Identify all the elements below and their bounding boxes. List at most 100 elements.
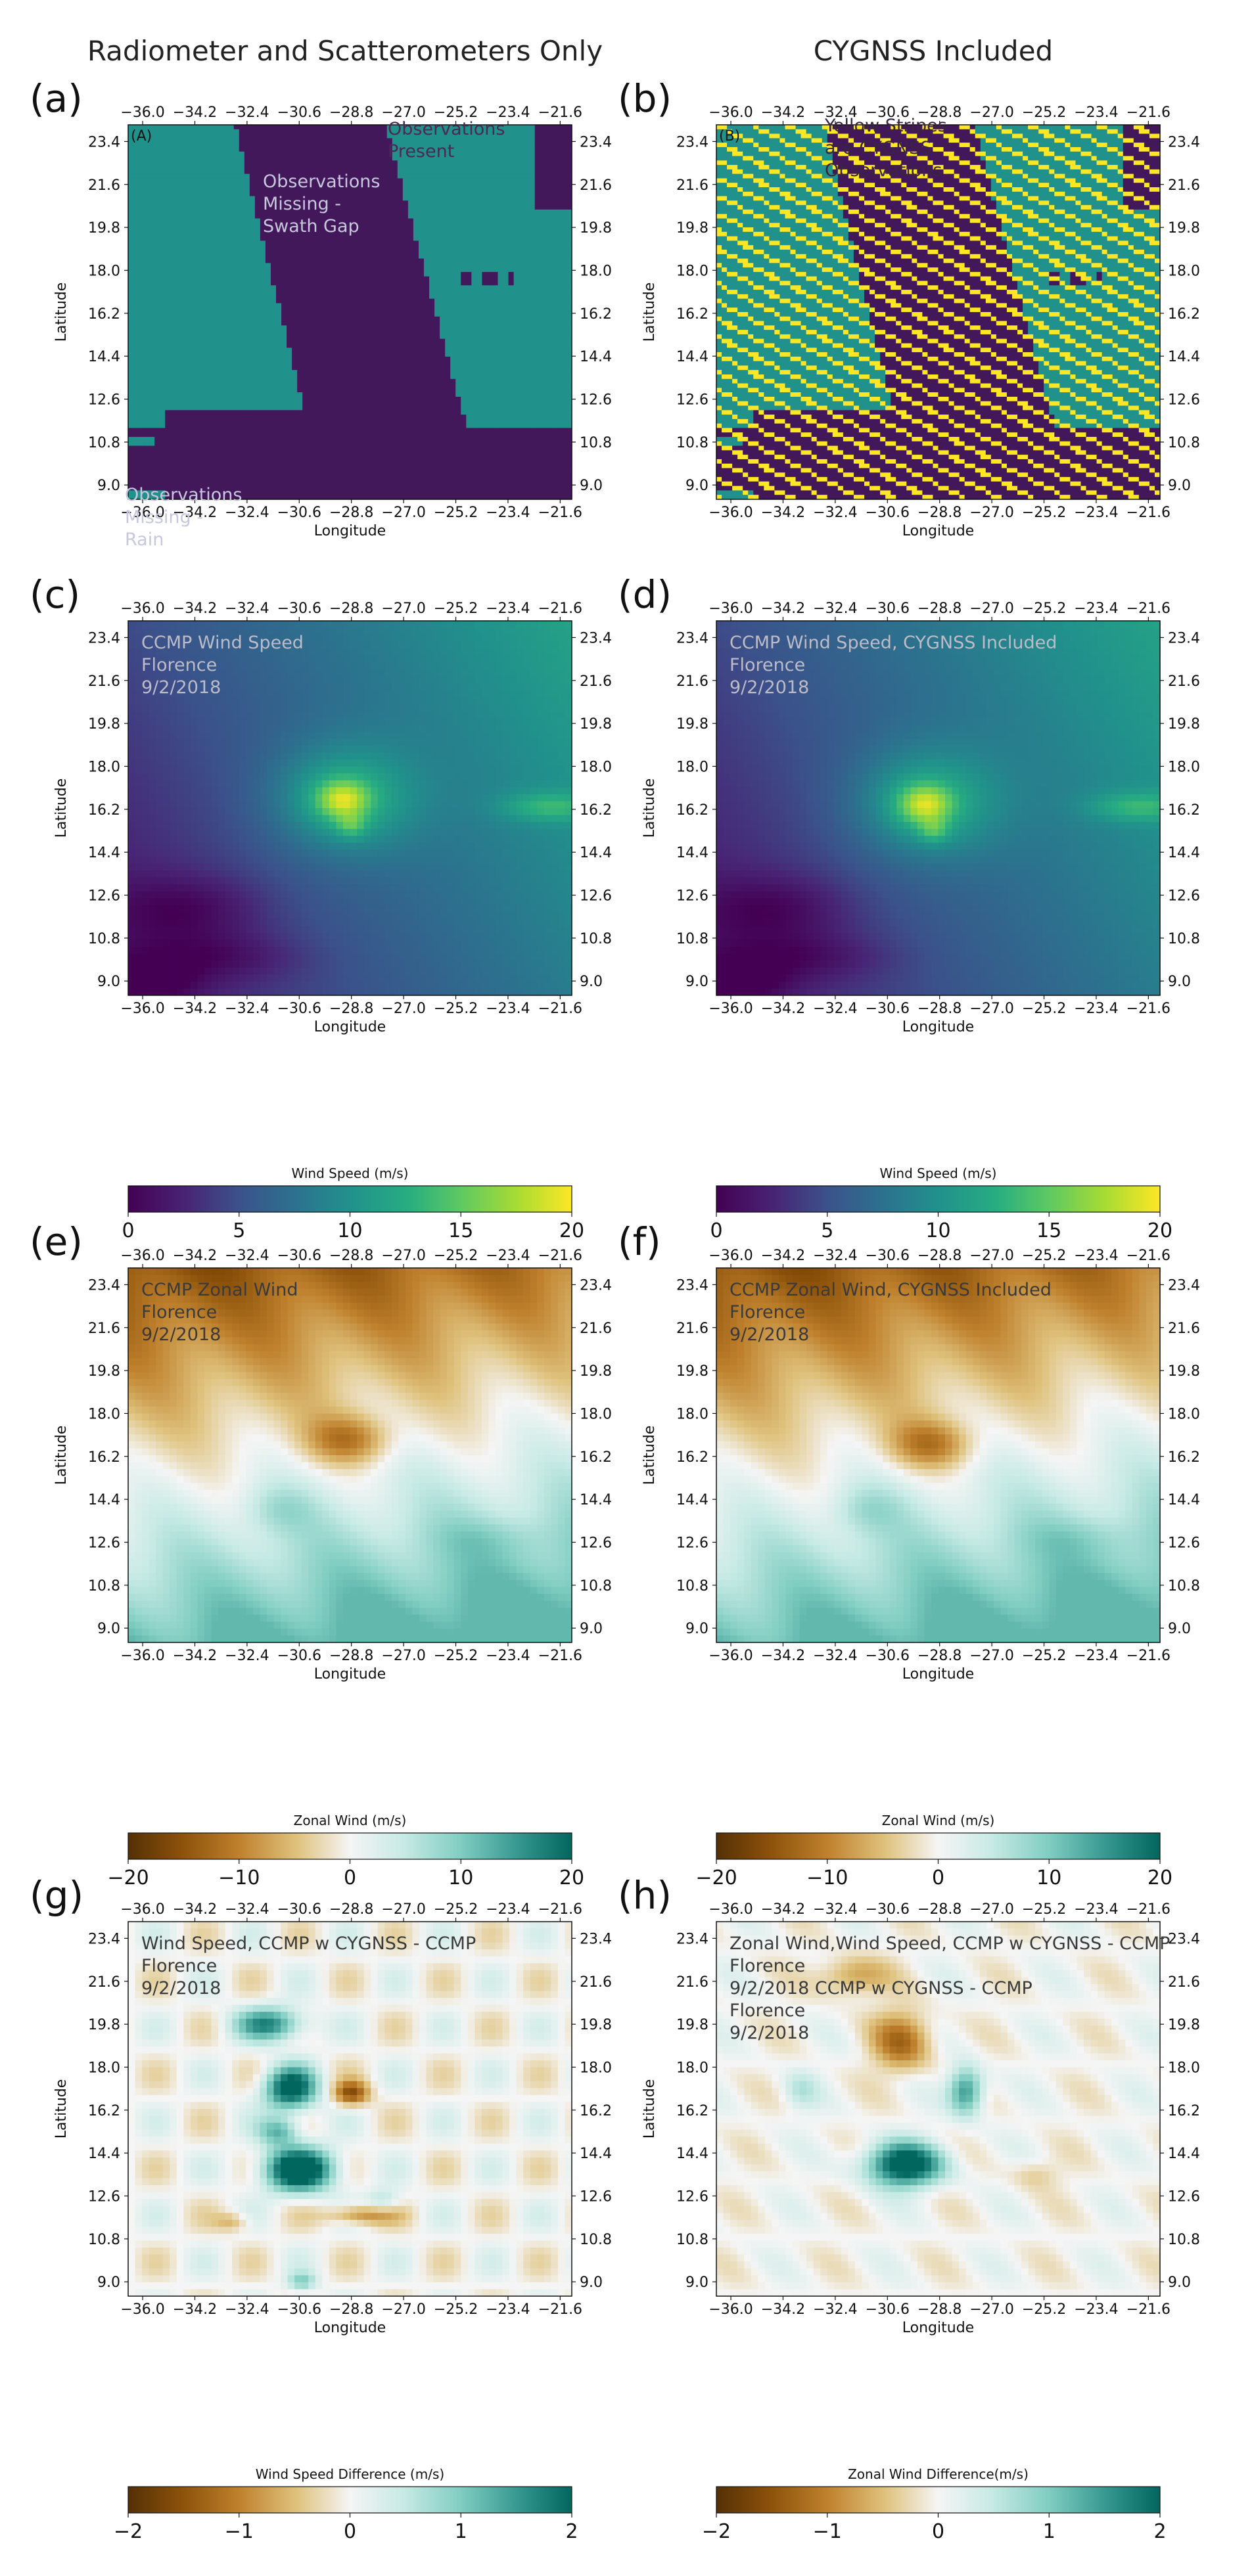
heatmap-cell (530, 143, 536, 147)
heatmap-cell (503, 152, 509, 156)
heatmap-cell (318, 152, 324, 156)
heatmap-cell (524, 147, 530, 152)
heatmap-cell (545, 156, 551, 161)
heatmap-cell (466, 147, 472, 152)
heatmap-cell (154, 125, 160, 129)
heatmap-cell (535, 125, 541, 129)
heatmap-cell (524, 138, 530, 143)
heatmap-cell (165, 160, 171, 165)
heatmap-cell (160, 147, 166, 152)
heatmap-cell (482, 152, 488, 156)
heatmap-cell (170, 147, 176, 152)
heatmap-cell (181, 169, 187, 174)
heatmap-cell (186, 134, 192, 139)
heatmap-cell (175, 160, 181, 165)
heatmap-cell (202, 138, 208, 143)
heatmap-cell (514, 134, 520, 139)
heatmap-cell (186, 169, 192, 174)
heatmap-cell (181, 138, 187, 143)
heatmap-cell (503, 143, 509, 147)
heatmap-cell (509, 134, 515, 139)
heatmap-cell (292, 129, 298, 134)
heatmap-cell (466, 152, 472, 156)
heatmap-cell (350, 156, 356, 161)
heatmap-cell (266, 147, 271, 152)
heatmap-cell (361, 152, 367, 156)
heatmap-cell (382, 160, 388, 165)
heatmap-cell (398, 165, 404, 169)
heatmap-cell (181, 129, 187, 134)
heatmap-cell (239, 147, 245, 152)
heatmap-cell (561, 138, 567, 143)
heatmap-cell (154, 169, 160, 174)
heatmap-cell (213, 134, 219, 139)
heatmap-cell (218, 125, 224, 129)
heatmap-cell (133, 169, 139, 174)
heatmap-cell (218, 160, 224, 165)
heatmap-cell (561, 160, 567, 165)
heatmap-cell (154, 160, 160, 165)
heatmap-cell (260, 129, 266, 134)
heatmap-cell (371, 165, 377, 169)
heatmap-cell (492, 152, 498, 156)
heatmap-cell (302, 134, 308, 139)
heatmap-cell (492, 147, 498, 152)
heatmap-cell (244, 165, 250, 169)
heatmap-cell (244, 129, 250, 134)
heatmap-cell (191, 143, 197, 147)
heatmap-cell (551, 160, 557, 165)
heatmap-cell (482, 165, 488, 169)
heatmap-cell (492, 160, 498, 165)
heatmap-cell (250, 134, 256, 139)
heatmap-cell (250, 156, 256, 161)
heatmap-cell (186, 138, 192, 143)
heatmap-cell (302, 160, 308, 165)
heatmap-cell (356, 143, 361, 147)
heatmap-cell (509, 152, 515, 156)
heatmap-cell (213, 147, 219, 152)
heatmap-cell (356, 134, 361, 139)
heatmap-cell (361, 125, 367, 129)
heatmap-cell (318, 134, 324, 139)
heatmap-cell (350, 160, 356, 165)
heatmap-cell (461, 165, 467, 169)
heatmap-cell (371, 138, 377, 143)
heatmap-cell (366, 156, 372, 161)
heatmap-cell (234, 138, 240, 143)
heatmap-cell (466, 165, 472, 169)
heatmap-cell (234, 165, 240, 169)
heatmap-cell (350, 165, 356, 169)
heatmap-cell (503, 160, 509, 165)
heatmap-cell (149, 160, 155, 165)
heatmap-cell (561, 134, 567, 139)
heatmap-cell (519, 165, 525, 169)
heatmap-cell (503, 147, 509, 152)
heatmap-cell (371, 160, 377, 165)
heatmap-cell (218, 165, 224, 169)
heatmap-cell (361, 160, 367, 165)
heatmap-cell (139, 147, 145, 152)
heatmap-cell (318, 156, 324, 161)
heatmap-cell (250, 169, 256, 174)
heatmap-cell (202, 147, 208, 152)
heatmap-cell (487, 160, 493, 165)
heatmap-cell (165, 165, 171, 169)
heatmap-cell (377, 160, 383, 165)
heatmap-cell (524, 152, 530, 156)
heatmap-cell (239, 160, 245, 165)
heatmap-cell (461, 160, 467, 165)
heatmap-cell (344, 129, 350, 134)
heatmap-cell (551, 134, 557, 139)
heatmap-cell (371, 156, 377, 161)
heatmap-cell (213, 169, 219, 174)
heatmap-cell (514, 165, 520, 169)
heatmap-cell (313, 147, 319, 152)
heatmap-cell (509, 125, 515, 129)
heatmap-cell (128, 165, 134, 169)
heatmap-cell (191, 138, 197, 143)
heatmap-cell (561, 156, 567, 161)
heatmap-cell (361, 138, 367, 143)
heatmap-cell (218, 143, 224, 147)
heatmap-cell (487, 147, 493, 152)
heatmap-cell (154, 129, 160, 134)
